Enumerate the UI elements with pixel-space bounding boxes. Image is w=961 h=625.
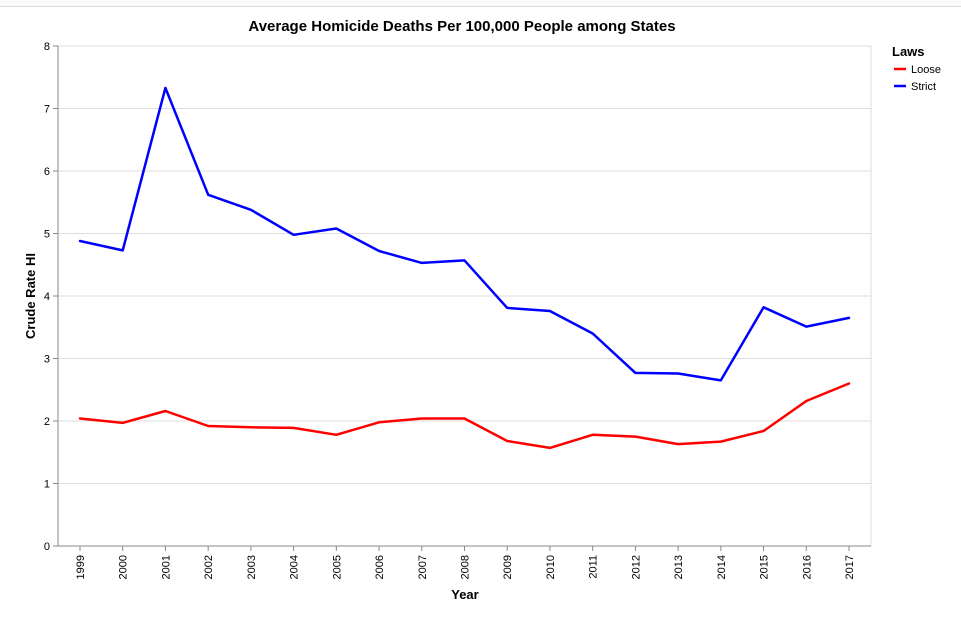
x-tick-label: 2000: [118, 555, 130, 579]
x-tick-label: 2017: [844, 555, 856, 579]
x-tick-label: 1999: [75, 555, 87, 579]
x-tick-label: 2010: [545, 555, 557, 579]
x-tick-label: 2007: [417, 555, 429, 579]
y-axis-title: Crude Rate HI: [23, 253, 38, 339]
x-tick-label: 2012: [630, 555, 642, 579]
y-tick-label: 4: [44, 291, 50, 303]
y-tick-label: 8: [44, 41, 50, 53]
x-tick-label: 2005: [331, 555, 343, 579]
y-tick-label: 6: [44, 166, 50, 178]
x-axis: 1999 2000 2001 2002 2003 2004 2005 2006 2007 2008…: [58, 545, 871, 579]
y-axis: 0 1 2 3 4 5 6 7 8: [44, 41, 59, 553]
x-tick-label: 2015: [759, 555, 771, 579]
series-group: [78, 86, 851, 450]
legend-title: Laws: [892, 44, 925, 59]
y-tick-label: 1: [44, 479, 50, 491]
x-axis-title: Year: [451, 587, 478, 602]
y-tick-label: 0: [44, 541, 50, 553]
legend-items: Loose Strict: [894, 64, 941, 93]
legend: Laws Loose Strict: [892, 44, 941, 93]
y-tick-label: 2: [44, 416, 50, 428]
y-tick-label: 7: [44, 104, 50, 116]
top-border: [0, 0, 961, 7]
x-tick-label: 2013: [673, 555, 685, 579]
series-line-strict: [78, 86, 851, 382]
x-tick-label: 2011: [588, 555, 600, 579]
x-tick-label: 2016: [801, 555, 813, 579]
x-tick-label: 2002: [203, 555, 215, 579]
x-tick-label: 2008: [460, 555, 472, 579]
y-tick-label: 5: [44, 229, 50, 241]
x-tick-label: 2003: [246, 555, 258, 579]
x-tick-label: 2001: [160, 555, 172, 579]
x-tick-label: 2004: [289, 555, 301, 579]
x-tick-label: 2006: [374, 555, 386, 579]
legend-label-strict: Strict: [911, 81, 936, 93]
chart-title: Average Homicide Deaths Per 100,000 Peop…: [248, 18, 675, 35]
y-tick-label: 3: [44, 354, 50, 366]
x-tick-label: 2014: [716, 555, 728, 579]
legend-label-loose: Loose: [911, 64, 941, 76]
x-tick-label: 2009: [502, 555, 514, 579]
series-line-loose: [78, 382, 851, 450]
